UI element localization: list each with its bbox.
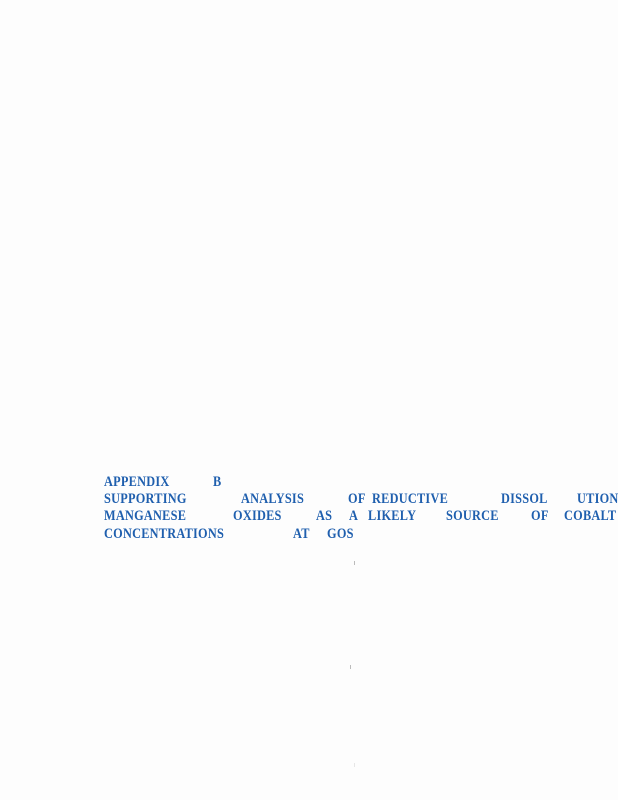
heading-word: COBALT [564,508,617,524]
heading-word: CONCENTRATIONS [104,526,225,542]
heading-word: A [349,508,359,524]
artifact-mark [354,763,355,767]
heading-word: GOS [327,526,354,542]
heading-word: REDUCTIVE [372,491,449,507]
artifact-mark [354,561,355,565]
heading-word: ANALYSIS [241,491,305,507]
heading-word: LIKELY [368,508,417,524]
heading-word: UTION [577,491,618,507]
heading-word: OXIDES [233,508,282,524]
heading-word: SOURCE [446,508,499,524]
artifact-mark [350,665,351,669]
heading-word: SUPPORTING [104,491,187,507]
heading-word: OF [531,508,549,524]
heading-word: OF [348,491,366,507]
heading-word: AT [293,526,310,542]
heading-word: B [213,474,222,490]
heading-word: MANGANESE [104,508,187,524]
heading-word: APPENDIX [104,474,170,490]
heading-word: AS [316,508,333,524]
heading-word: DISSOL [501,491,548,507]
